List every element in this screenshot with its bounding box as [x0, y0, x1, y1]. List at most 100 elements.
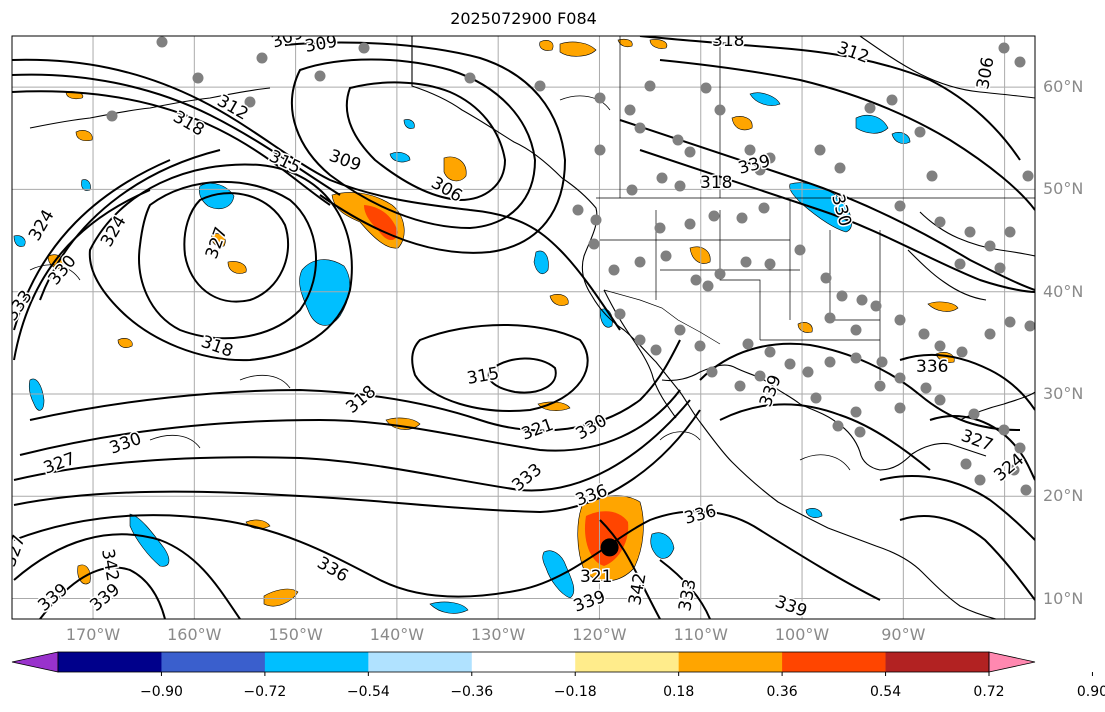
station-dot	[850, 406, 862, 418]
station-dot	[968, 408, 980, 420]
station-dot	[876, 356, 888, 368]
latitude-label: 60°N	[1043, 77, 1084, 97]
colorbar-frame	[57, 651, 990, 673]
colorbar-segment	[782, 652, 887, 672]
graticule-lines	[12, 36, 1035, 619]
station-dot	[656, 172, 668, 184]
station-dot	[464, 72, 476, 84]
colorbar-min-extension	[11, 651, 59, 673]
colorbar-tick-label: −0.90	[139, 684, 183, 700]
station-dot	[736, 212, 748, 224]
storm-center-marker	[600, 538, 619, 557]
station-dot	[624, 104, 636, 116]
station-dot	[754, 370, 766, 382]
colorbar-segment	[471, 652, 576, 672]
thin-contours	[29, 95, 851, 471]
station-dot	[534, 80, 546, 92]
station-dot	[758, 202, 770, 214]
colorbar-segment	[368, 652, 473, 672]
station-dot	[954, 258, 966, 270]
station-dot	[870, 300, 882, 312]
station-dot	[794, 244, 806, 256]
station-dot	[156, 36, 168, 48]
colorbar	[11, 651, 1093, 676]
station-dot	[960, 458, 972, 470]
contour-label: 318	[700, 173, 732, 193]
station-dot	[984, 240, 996, 252]
colorbar-tick-label: 0.90	[1076, 684, 1105, 700]
colorbar-segment	[678, 652, 783, 672]
station-dot	[608, 264, 620, 276]
colorbar-segment	[885, 652, 990, 672]
station-dot	[256, 52, 268, 64]
station-dot	[994, 262, 1006, 274]
station-dot	[1020, 484, 1032, 496]
station-dot	[810, 392, 822, 404]
station-dot	[914, 126, 926, 138]
contour-lines	[12, 36, 1035, 619]
station-dot	[824, 312, 836, 324]
station-dot	[956, 346, 968, 358]
station-dot	[694, 340, 706, 352]
station-dot	[650, 344, 662, 356]
latitude-label: 30°N	[1043, 383, 1084, 403]
station-dot	[742, 338, 754, 350]
station-dot	[886, 94, 898, 106]
station-dot	[814, 144, 826, 156]
station-dot	[1014, 442, 1026, 454]
station-dot	[918, 328, 930, 340]
station-dots	[106, 36, 1035, 496]
map-frame	[11, 35, 1036, 620]
station-dot	[1008, 464, 1020, 476]
station-dot	[588, 238, 600, 250]
colorbar-tick-label: 0.36	[766, 684, 798, 700]
latitude-label: 10°N	[1043, 588, 1084, 608]
contour-label: 321	[580, 567, 612, 587]
contour-label: 336	[682, 501, 719, 529]
colorbar-tick-label: −0.36	[450, 684, 494, 700]
longitude-label: 150°W	[268, 625, 323, 644]
station-dot	[836, 290, 848, 302]
station-dot	[684, 146, 696, 158]
station-dot	[654, 222, 666, 234]
station-dot	[764, 152, 776, 164]
station-dot	[744, 144, 756, 156]
station-dot	[714, 268, 726, 280]
station-dot	[672, 134, 684, 146]
station-dot	[594, 92, 606, 104]
station-dot	[894, 200, 906, 212]
negative-anomaly-shading	[13, 92, 911, 614]
longitude-label: 140°W	[369, 625, 425, 644]
station-dot	[660, 250, 672, 262]
colorbar-tick-label: 0.72	[973, 684, 1005, 700]
station-dot	[764, 258, 776, 270]
station-dot	[634, 334, 646, 346]
station-dot	[894, 402, 906, 414]
colorbar-tick-label: 0.54	[869, 684, 902, 700]
station-dot	[832, 420, 844, 432]
station-dot	[824, 356, 836, 368]
longitude-label: 170°W	[65, 625, 121, 644]
map-title: 2025072900 F084	[450, 9, 597, 28]
station-dot	[920, 382, 932, 394]
station-dot	[1004, 226, 1016, 238]
station-dot	[926, 170, 938, 182]
longitude-label: 110°W	[673, 625, 728, 644]
station-dot	[684, 218, 696, 230]
station-dot	[964, 226, 976, 238]
station-dot	[984, 328, 996, 340]
station-dot	[594, 144, 606, 156]
colorbar-max-extension	[988, 651, 1036, 673]
station-dot	[674, 180, 686, 192]
latitude-label: 40°N	[1043, 281, 1084, 301]
longitude-label: 160°W	[167, 625, 222, 644]
station-dot	[626, 184, 638, 196]
station-dot	[834, 162, 846, 174]
station-dot	[708, 210, 720, 222]
station-dot	[874, 380, 886, 392]
station-dot	[894, 314, 906, 326]
station-dot	[690, 274, 702, 286]
station-dot	[714, 104, 726, 116]
colorbar-segment	[58, 652, 162, 672]
contour-label: 336	[916, 357, 948, 377]
